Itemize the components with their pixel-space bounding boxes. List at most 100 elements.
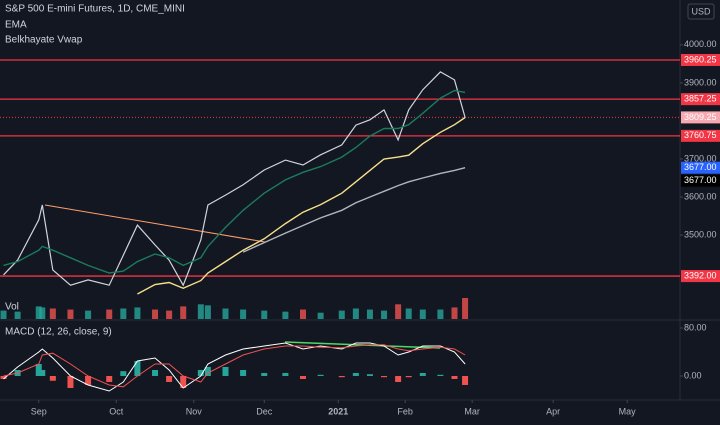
series-line	[242, 167, 466, 253]
histogram-bar	[405, 375, 412, 378]
volume-bar	[451, 307, 458, 319]
price-label: 3677.00	[684, 175, 717, 185]
histogram-bar	[166, 375, 173, 382]
x-tick-label: 2021	[328, 406, 348, 416]
histogram-bar	[240, 369, 247, 376]
level-label-box	[681, 53, 720, 66]
volume-bar	[0, 310, 7, 319]
level-label-box	[681, 93, 720, 106]
level-label-box	[681, 129, 720, 142]
volume-bar	[204, 305, 211, 319]
volume-bar	[197, 304, 204, 319]
histogram-bar	[381, 375, 388, 378]
histogram-bar	[35, 363, 42, 376]
volume-bar	[14, 311, 21, 319]
y-tick-label: 3900.00	[684, 77, 717, 87]
histogram-bar	[462, 375, 469, 385]
series-line	[3, 71, 466, 287]
currency[interactable]: USD	[691, 6, 711, 16]
volume-bar	[437, 309, 444, 319]
x-tick-label: Sep	[31, 406, 47, 416]
volume-bar	[381, 310, 388, 319]
histogram-bar	[0, 375, 7, 379]
histogram-bar	[204, 366, 211, 376]
histogram-bar	[152, 369, 159, 376]
histogram-bar	[85, 375, 92, 385]
histogram-bar	[49, 375, 56, 381]
histogram-bar	[282, 372, 289, 376]
y-tick-label: 80.00	[684, 322, 707, 332]
chart-title: S&P 500 E-mini Futures, 1D, CME_MINI	[5, 4, 185, 15]
volume-bar	[152, 309, 159, 319]
histogram-bar	[338, 375, 345, 378]
x-tick-label: Apr	[546, 406, 560, 416]
histogram-bar	[317, 374, 324, 376]
series-line	[3, 344, 466, 388]
level-label: 3960.25	[684, 54, 717, 64]
histogram-bar	[39, 369, 46, 376]
y-tick-label: 3700.00	[684, 153, 717, 163]
x-tick-label: Mar	[464, 406, 480, 416]
volume-bar	[134, 307, 141, 319]
histogram-bar	[106, 375, 113, 382]
legend-entry: Belkhayate Vwap	[5, 35, 83, 46]
volume-bar	[67, 309, 74, 319]
histogram-bar	[197, 369, 204, 376]
volume-bar	[405, 308, 412, 319]
histogram-bar	[134, 360, 141, 376]
x-tick-label: Nov	[186, 406, 203, 416]
y-tick-label: 3600.00	[684, 191, 717, 201]
volume-bar	[338, 310, 345, 319]
histogram-bar	[120, 371, 127, 376]
volume-bar	[261, 310, 268, 319]
volume-bar	[240, 309, 247, 319]
volume-bar	[120, 308, 127, 319]
histogram-bar	[366, 374, 373, 376]
x-tick-label: Oct	[109, 406, 124, 416]
pane-title: MACD (12, 26, close, 9)	[5, 327, 112, 338]
histogram-bar	[352, 372, 359, 376]
volume-bar	[395, 304, 402, 319]
histogram-bar	[300, 375, 307, 379]
volume-bar	[166, 310, 173, 319]
volume-bar	[366, 309, 373, 319]
level-label: 3809.25	[684, 112, 717, 122]
volume-bar	[352, 308, 359, 319]
volume-bar	[282, 311, 289, 319]
level-label: 3760.75	[684, 130, 717, 140]
histogram-bar	[180, 375, 187, 388]
level-label: 3392.00	[684, 270, 717, 280]
volume-bar	[39, 307, 46, 319]
currency-box[interactable]	[687, 3, 715, 20]
volume-bar	[419, 309, 426, 319]
histogram-bar	[437, 374, 444, 376]
series-line	[3, 342, 466, 392]
volume-bar	[317, 312, 324, 319]
level-label: 3857.25	[684, 94, 717, 104]
y-tick-label: 0.00	[684, 370, 702, 380]
pane-title: Vol	[5, 302, 19, 313]
level-label-box	[681, 270, 720, 283]
histogram-bar	[419, 372, 426, 376]
x-tick-label: Feb	[397, 406, 413, 416]
histogram-bar	[222, 366, 229, 376]
volume-bar	[85, 310, 92, 319]
volume-bar	[300, 309, 307, 319]
histogram-bar	[395, 375, 402, 382]
volume-bar	[49, 308, 56, 319]
trend-line	[44, 204, 266, 243]
series-line	[137, 116, 466, 295]
volume-bar	[180, 306, 187, 319]
legend-entry: EMA	[5, 20, 27, 31]
x-tick-label: May	[619, 406, 637, 416]
series-line	[3, 89, 466, 274]
volume-bar	[35, 306, 42, 319]
level-label-box	[681, 111, 720, 124]
price-label: 3677.00	[684, 162, 717, 172]
price-label-box	[681, 161, 720, 174]
volume-bar	[222, 308, 229, 319]
y-tick-label: 4000.00	[684, 39, 717, 49]
